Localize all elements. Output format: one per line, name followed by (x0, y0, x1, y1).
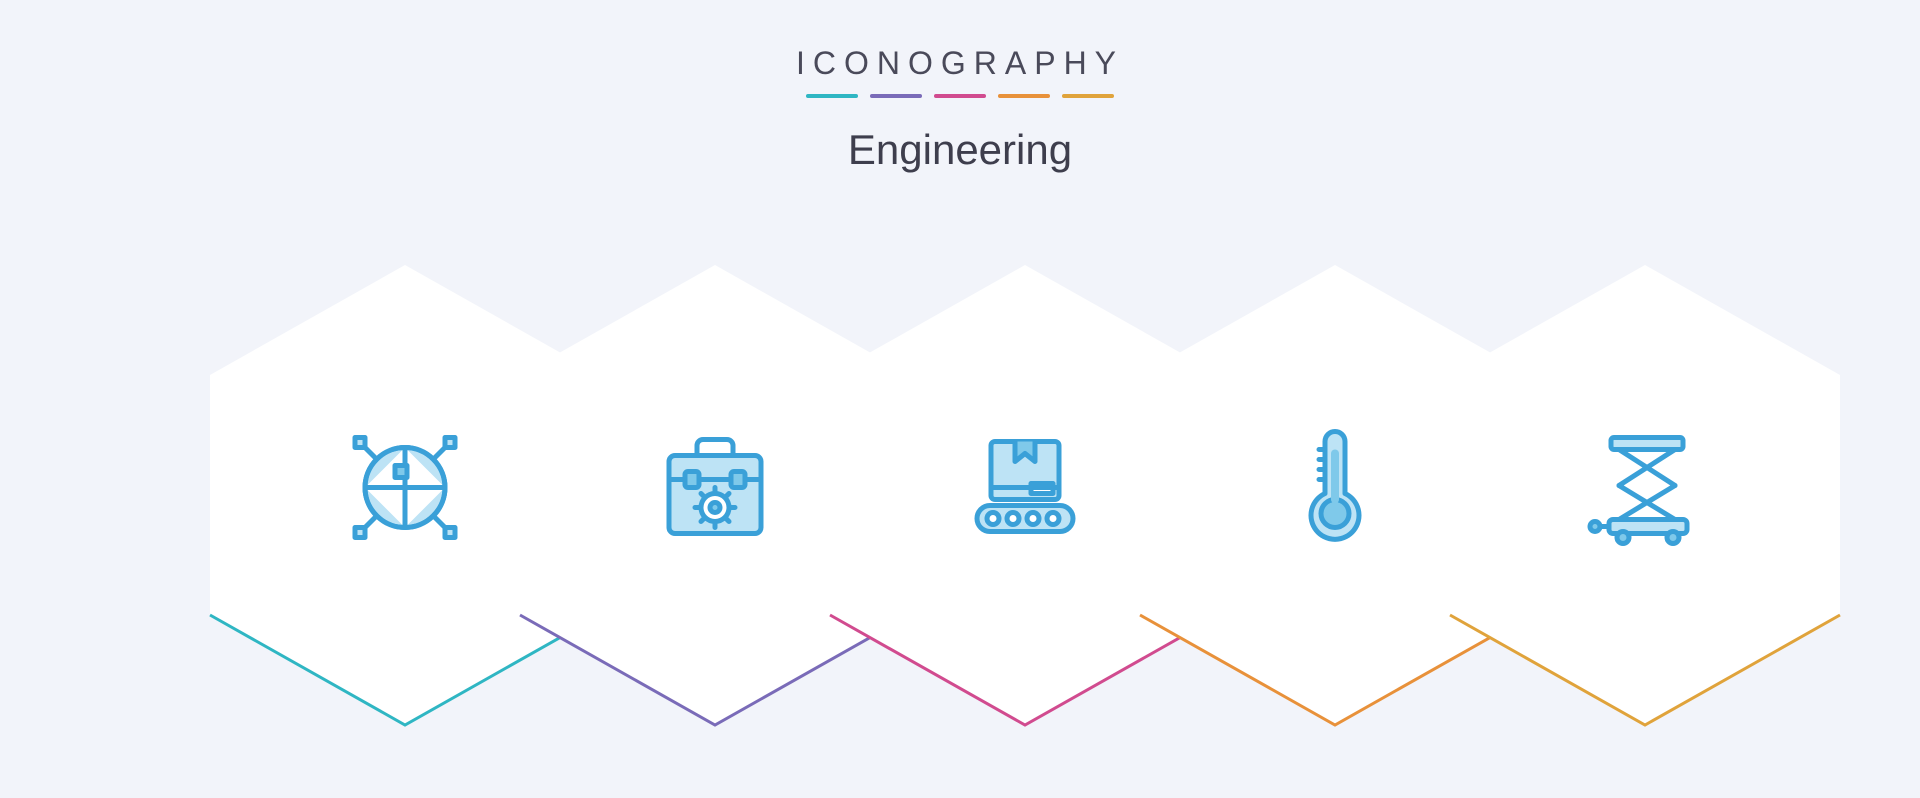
hex-tile (1430, 255, 1860, 735)
conveyor-box-icon (950, 413, 1100, 563)
underline-seg (870, 94, 922, 98)
underline-seg (998, 94, 1050, 98)
underline-seg (1062, 94, 1114, 98)
scissor-lift-icon (1570, 413, 1720, 563)
brand-title: ICONOGRAPHY (0, 45, 1920, 82)
header: ICONOGRAPHY Engineering (0, 0, 1920, 174)
icon-row (0, 255, 1920, 735)
underline-seg (934, 94, 986, 98)
circuit-brain-icon (330, 413, 480, 563)
thermometer-icon (1260, 413, 1410, 563)
underline-group (0, 94, 1920, 98)
underline-seg (806, 94, 858, 98)
pack-title: Engineering (0, 126, 1920, 174)
toolbox-gear-icon (640, 413, 790, 563)
